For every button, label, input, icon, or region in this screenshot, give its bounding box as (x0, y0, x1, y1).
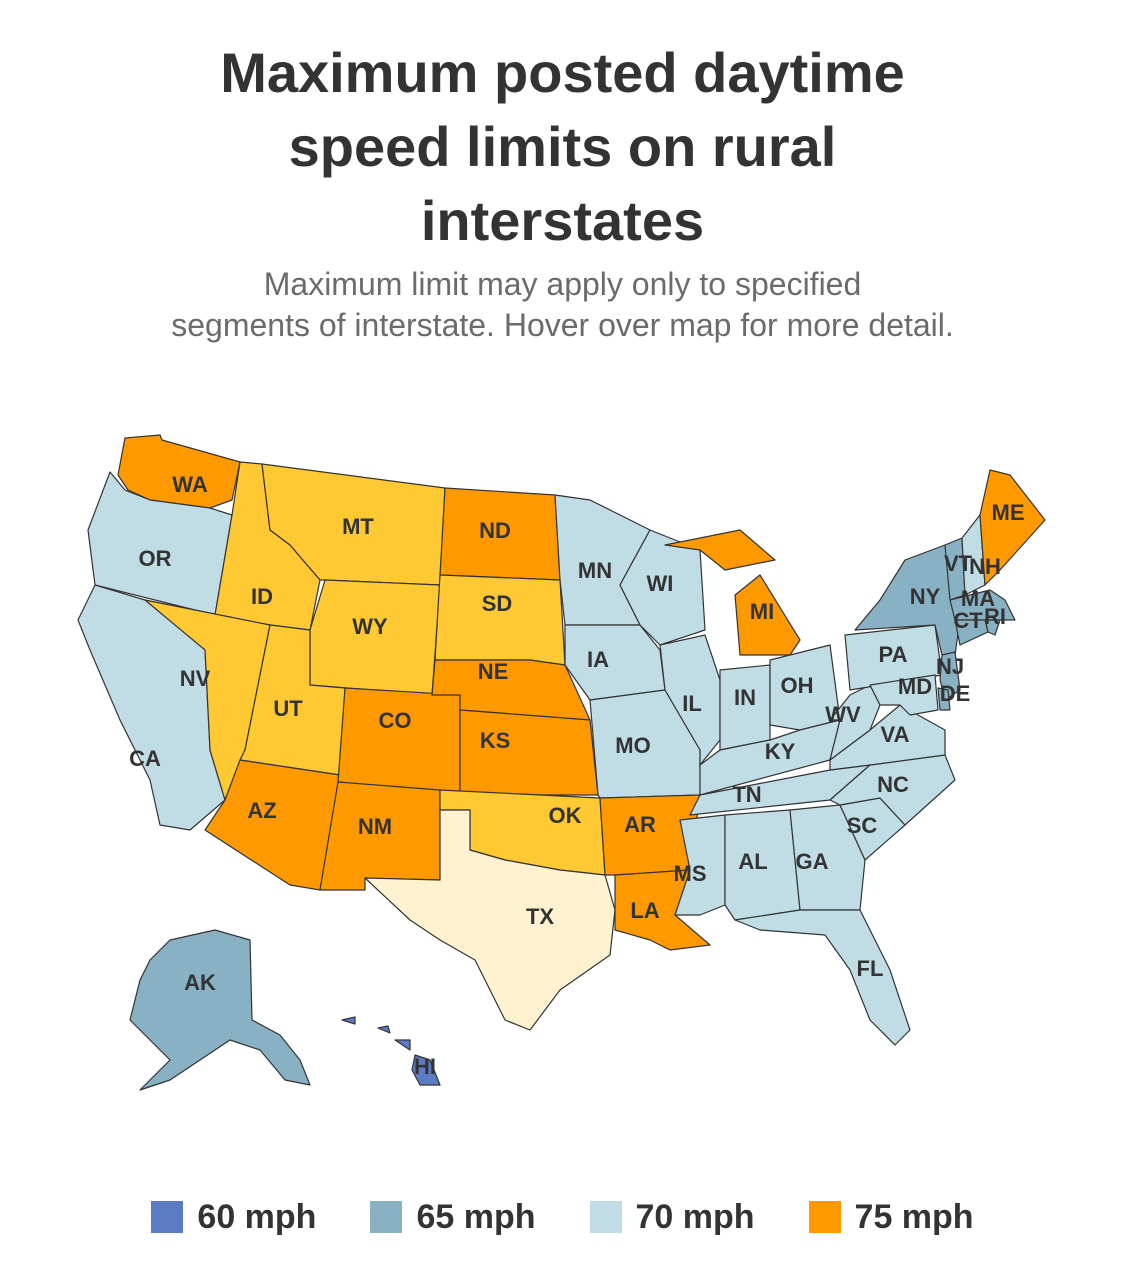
legend-swatch-70 (589, 1201, 622, 1233)
state-md[interactable] (869, 674, 939, 716)
state-label-sd: SD (482, 591, 513, 616)
state-hi[interactable] (341, 1016, 441, 1086)
state-label-ak: AK (184, 970, 216, 995)
state-ak[interactable] (129, 929, 311, 1091)
state-label-de: DE (940, 681, 971, 706)
state-label-ri: RI (984, 604, 1006, 629)
legend-item-65: 65 mph (370, 1197, 536, 1237)
states-layer (77, 434, 1046, 1091)
state-label-tx: TX (526, 904, 554, 929)
state-label-oh: OH (781, 673, 814, 698)
page-title: Maximum posted daytime speed limits on r… (0, 36, 1125, 258)
title-line-2: speed limits on rural (288, 115, 837, 178)
state-label-ar: AR (624, 812, 656, 837)
state-label-ma: MA (961, 586, 995, 611)
state-me[interactable] (979, 469, 1046, 586)
state-label-ms: MS (674, 861, 707, 886)
state-va[interactable] (829, 704, 946, 771)
state-label-ct: CT (953, 608, 983, 633)
state-label-ks: KS (480, 728, 511, 753)
state-label-hi: HI (414, 1054, 436, 1079)
state-label-wa: WA (172, 472, 208, 497)
state-label-ky: KY (765, 739, 796, 764)
state-label-pa: PA (879, 642, 908, 667)
state-label-vt: VT (944, 551, 973, 576)
page-subtitle: Maximum limit may apply only to specifie… (0, 264, 1125, 346)
state-label-fl: FL (857, 956, 884, 981)
state-label-nm: NM (358, 814, 392, 839)
legend-swatch-60 (151, 1201, 184, 1233)
state-label-ny: NY (910, 584, 941, 609)
legend-item-75: 75 mph (808, 1197, 974, 1237)
state-ct[interactable] (954, 619, 989, 646)
state-label-id: ID (251, 584, 273, 609)
state-ga[interactable] (789, 804, 866, 911)
state-label-in: IN (734, 685, 756, 710)
state-label-co: CO (379, 708, 412, 733)
labels-layer: WA OR CA ID NV MT WY UT AZ CO NM ND SD NE KS OK TX MN IA MO… (129, 472, 1024, 1079)
state-label-ne: NE (478, 659, 509, 684)
state-label-wy: WY (352, 614, 388, 639)
state-label-mi: MI (750, 599, 774, 624)
title-line-3: interstates (420, 189, 705, 252)
state-label-nj: NJ (936, 654, 964, 679)
state-label-al: AL (738, 849, 767, 874)
state-label-az: AZ (247, 798, 276, 823)
state-label-nd: ND (479, 518, 511, 543)
legend-label-75: 75 mph (854, 1197, 974, 1236)
state-co[interactable] (337, 687, 461, 796)
state-label-ok: OK (549, 803, 582, 828)
state-il[interactable] (659, 634, 721, 766)
state-label-mo: MO (615, 733, 650, 758)
state-mi[interactable] (664, 529, 801, 656)
legend-swatch-75 (808, 1201, 841, 1233)
title-line-1: Maximum posted daytime (220, 41, 905, 104)
state-label-ca: CA (129, 746, 161, 771)
state-label-sc: SC (847, 813, 878, 838)
state-wa[interactable] (117, 434, 241, 509)
state-label-md: MD (898, 674, 932, 699)
state-fl[interactable] (734, 909, 911, 1046)
state-label-wi: WI (647, 571, 674, 596)
state-label-wv: WV (825, 702, 861, 727)
state-ma[interactable] (949, 589, 1016, 621)
state-label-va: VA (881, 722, 910, 747)
state-label-me: ME (992, 500, 1025, 525)
state-wv[interactable] (829, 684, 881, 761)
legend-swatch-65 (370, 1201, 403, 1233)
legend: 60 mph 65 mph 70 mph 75 mph (0, 1195, 1125, 1239)
state-label-ga: GA (796, 849, 829, 874)
legend-item-70: 70 mph (589, 1197, 755, 1237)
state-de[interactable] (937, 687, 951, 711)
legend-label-65: 65 mph (416, 1197, 536, 1236)
state-label-nv: NV (180, 666, 211, 691)
legend-item-60: 60 mph (151, 1198, 316, 1237)
state-label-or: OR (139, 546, 172, 571)
state-label-ia: IA (587, 647, 609, 672)
state-label-nc: NC (877, 772, 909, 797)
state-label-la: LA (630, 898, 659, 923)
state-ia[interactable] (564, 624, 666, 701)
legend-label-70: 70 mph (635, 1197, 755, 1236)
state-label-mt: MT (342, 514, 374, 539)
state-sd[interactable] (434, 574, 566, 666)
subtitle-line-2: segments of interstate. Hover over map f… (171, 307, 954, 343)
us-speed-limit-map[interactable]: WA OR CA ID NV MT WY UT AZ CO NM ND SD NE KS OK TX MN IA MO… (0, 420, 1125, 1110)
state-label-ut: UT (273, 696, 303, 721)
subtitle-line-1: Maximum limit may apply only to specifie… (263, 266, 862, 302)
legend-label-60: 60 mph (197, 1197, 317, 1236)
state-label-mn: MN (578, 558, 612, 583)
state-nj[interactable] (939, 651, 961, 701)
state-label-nh: NH (969, 554, 1001, 579)
state-label-tn: TN (732, 782, 761, 807)
state-label-il: IL (682, 691, 702, 716)
